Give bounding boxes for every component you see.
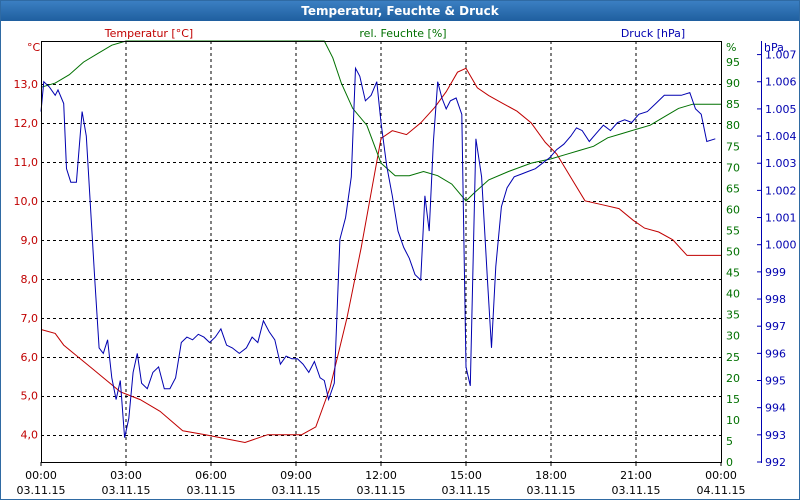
pressure-axis-title: Druck [hPa]	[621, 27, 685, 40]
temperature-tick-label: 5,0	[21, 390, 39, 403]
pressure-tick-label: 996	[765, 347, 786, 360]
series-line-pressure	[40, 66, 716, 438]
temperature-tick-label: 9,0	[21, 234, 39, 247]
pressure-tick-label: 997	[765, 320, 786, 333]
pressure-tick-label: 1.000	[765, 239, 797, 252]
temperature-tick-label: 10,0	[14, 195, 39, 208]
x-tick-date-label: 03.11.15	[442, 484, 491, 497]
temperature-tick-label: 4,0	[21, 429, 39, 442]
x-tick-time-label: 15:00	[450, 469, 482, 482]
humidity-tick-label: 55	[726, 224, 740, 237]
x-tick-time-label: 00:00	[25, 469, 57, 482]
x-tick-time-label: 18:00	[535, 469, 567, 482]
humidity-axis-title: rel. Feuchte [%]	[359, 27, 446, 40]
humidity-tick-label: 75	[726, 140, 740, 153]
humidity-tick-label: 15	[726, 393, 740, 406]
temperature-axis-title: Temperatur [°C]	[104, 27, 193, 40]
pressure-tick-label: 1.007	[765, 49, 797, 62]
temperature-tick-label: 11,0	[14, 156, 39, 169]
chart-svg: Temperatur [°C] rel. Feuchte [%] Druck [hP…	[14, 27, 797, 497]
pressure-tick-label: 1.003	[765, 157, 797, 170]
pressure-tick-label: 998	[765, 293, 786, 306]
temperature-tick-label: 8,0	[21, 273, 39, 286]
humidity-unit: %	[726, 41, 736, 54]
humidity-tick-label: 35	[726, 309, 740, 322]
pressure-tick-label: 1.001	[765, 212, 797, 225]
humidity-tick-label: 0	[726, 456, 733, 469]
temperature-tick-label: 13,0	[14, 78, 39, 91]
humidity-tick-label: 95	[726, 56, 740, 69]
temperature-tick-label: 6,0	[21, 351, 39, 364]
x-tick-date-label: 03.11.15	[612, 484, 661, 497]
pressure-tick-label: 993	[765, 429, 786, 442]
humidity-tick-label: 10	[726, 414, 740, 427]
grid-layer	[41, 41, 721, 462]
x-tick-date-label: 03.11.15	[527, 484, 576, 497]
x-tick-date-label: 03.11.15	[102, 484, 151, 497]
temperature-tick-label: 12,0	[14, 117, 39, 130]
labels-layer: Temperatur [°C] rel. Feuchte [%] Druck [hP…	[14, 27, 797, 497]
x-tick-date-label: 03.11.15	[187, 484, 236, 497]
pressure-tick-label: 994	[765, 402, 786, 415]
pressure-tick-label: 1.002	[765, 184, 797, 197]
chart-title: Temperatur, Feuchte & Druck	[1, 1, 799, 21]
humidity-tick-label: 25	[726, 351, 740, 364]
x-tick-time-label: 09:00	[280, 469, 312, 482]
pressure-tick-label: 1.005	[765, 103, 797, 116]
humidity-tick-label: 50	[726, 246, 740, 259]
humidity-tick-label: 60	[726, 203, 740, 216]
humidity-tick-label: 85	[726, 98, 740, 111]
pressure-tick-label: 992	[765, 456, 786, 469]
humidity-tick-label: 20	[726, 372, 740, 385]
humidity-tick-label: 5	[726, 435, 733, 448]
humidity-tick-label: 30	[726, 330, 740, 343]
x-tick-time-label: 12:00	[365, 469, 397, 482]
x-tick-date-label: 03.11.15	[272, 484, 321, 497]
pressure-unit: hPa	[764, 41, 784, 54]
humidity-tick-label: 40	[726, 288, 740, 301]
pressure-tick-label: 999	[765, 266, 786, 279]
x-tick-date-label: 03.11.15	[357, 484, 406, 497]
x-tick-time-label: 06:00	[195, 469, 227, 482]
humidity-tick-label: 80	[726, 119, 740, 132]
pressure-tick-label: 1.006	[765, 76, 797, 89]
humidity-tick-label: 65	[726, 182, 740, 195]
pressure-tick-label: 1.004	[765, 130, 797, 143]
x-tick-time-label: 21:00	[620, 469, 652, 482]
x-tick-date-label: 03.11.15	[17, 484, 66, 497]
series-line-temperature	[40, 67, 721, 444]
pressure-tick-label: 995	[765, 375, 786, 388]
x-tick-date-label: 04.11.15	[697, 484, 746, 497]
x-tick-time-label: 03:00	[110, 469, 142, 482]
humidity-tick-label: 90	[726, 77, 740, 90]
humidity-tick-label: 70	[726, 161, 740, 174]
temperature-unit: °C	[27, 41, 41, 54]
x-tick-time-label: 00:00	[705, 469, 737, 482]
humidity-tick-label: 45	[726, 267, 740, 280]
temperature-tick-label: 7,0	[21, 312, 39, 325]
